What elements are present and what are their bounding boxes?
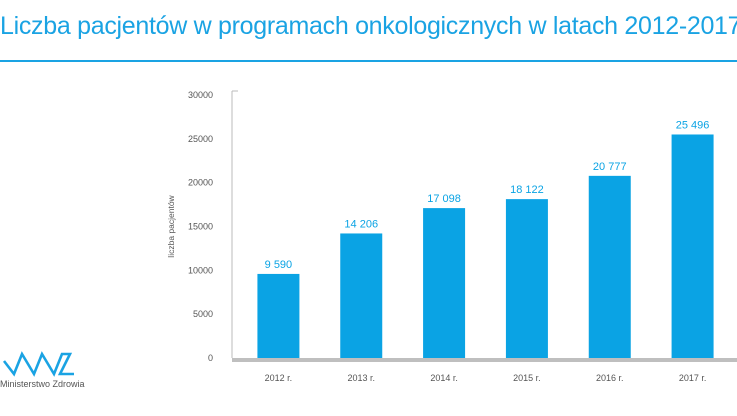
y-tick-label: 25000 [188,134,213,144]
bar [588,175,631,358]
bar [505,199,548,358]
x-tick-label: 2015 r. [513,373,541,383]
bar [257,273,300,358]
y-tick-label: 0 [208,353,213,363]
x-tick-label: 2017 r. [679,373,707,383]
y-tick-label: 20000 [188,178,213,188]
page-title: Liczba pacjentów w programach onkologicz… [0,12,737,40]
title-divider [0,60,737,62]
x-tick-label: 2013 r. [347,373,375,383]
bar-value-label: 14 206 [344,218,378,230]
bar-value-label: 20 777 [593,161,627,173]
y-axis-label: liczba pacjentów [166,194,176,257]
y-tick-label: 30000 [188,90,213,100]
logo-text: Ministerstwo Zdrowia [0,379,85,389]
mz-zigzag-logo-icon [2,351,74,377]
bar [423,208,466,358]
x-tick-label: 2016 r. [596,373,624,383]
bar-value-label: 18 122 [510,184,544,196]
y-tick-label: 10000 [188,265,213,275]
bar-value-label: 9 590 [265,259,293,271]
y-tick-label: 15000 [188,222,213,232]
bar [671,134,714,358]
x-tick-label: 2012 r. [265,373,293,383]
bar-value-label: 17 098 [427,193,461,205]
bar-value-label: 25 496 [676,119,710,131]
y-tick-label: 5000 [193,309,213,319]
x-axis-baseline [232,358,737,362]
bar [340,233,383,358]
x-tick-label: 2014 r. [430,373,458,383]
